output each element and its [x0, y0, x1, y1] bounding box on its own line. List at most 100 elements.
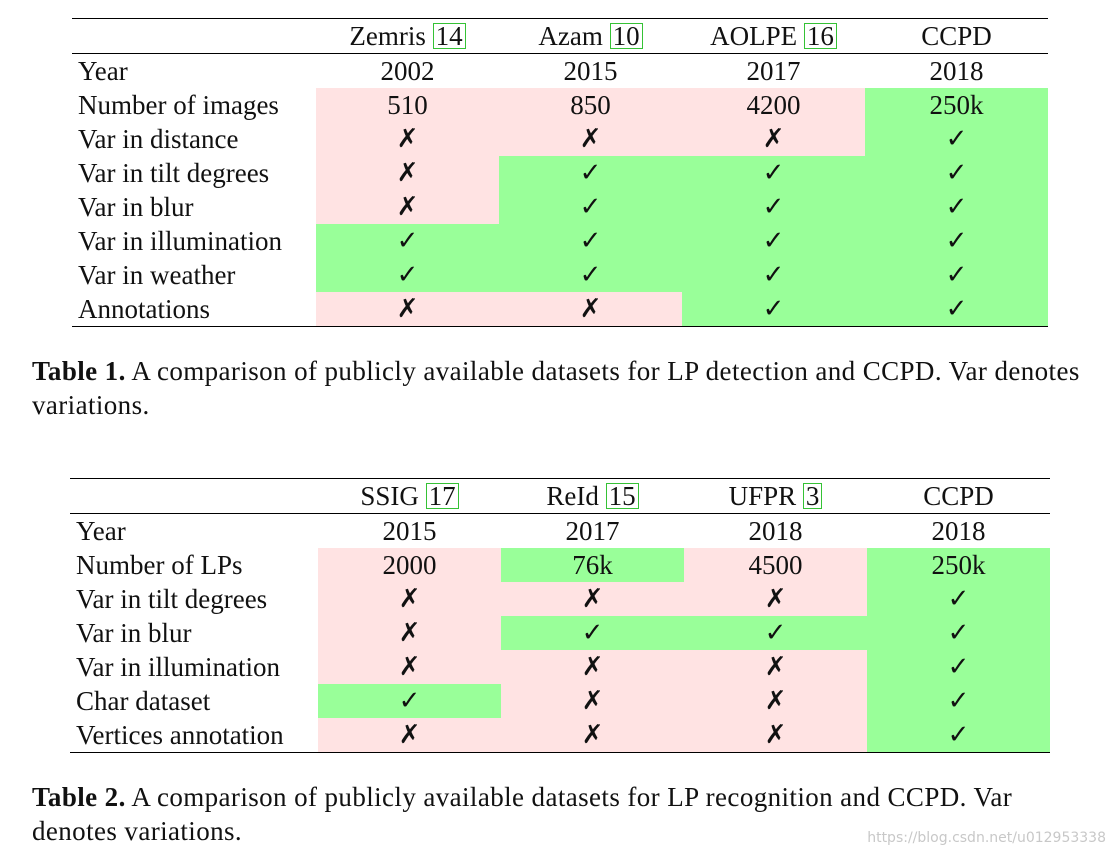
cross-icon: ✗: [316, 156, 499, 190]
column-header-name: CCPD: [921, 21, 992, 51]
check-icon: ✓: [499, 190, 682, 224]
table-1-caption: Table 1. A comparison of publicly availa…: [32, 354, 1092, 422]
column-header: SSIG 17: [318, 478, 501, 514]
table-row: Var in weather ✓ ✓ ✓ ✓: [72, 258, 1048, 292]
row-label: Number of images: [78, 90, 279, 120]
cross-icon: ✗: [501, 582, 684, 616]
check-icon: ✓: [867, 684, 1050, 718]
table-row: Number of images 510 850 4200 250k: [72, 88, 1048, 122]
table-row: Number of LPs 2000 76k 4500 250k: [70, 548, 1050, 582]
check-icon: ✓: [499, 224, 682, 258]
table-2-body: Year 2015 2017 2018 2018 Number of LPs 2000 76k…: [70, 514, 1050, 753]
check-icon: ✓: [684, 616, 867, 650]
cross-icon: ✗: [316, 292, 499, 327]
cross-icon: ✗: [318, 616, 501, 650]
table-cell: 2015: [382, 516, 437, 546]
check-icon: ✓: [867, 650, 1050, 684]
check-icon: ✓: [682, 258, 865, 292]
cross-icon: ✗: [318, 582, 501, 616]
table-2-header-row: SSIG 17 ReId 15 UFPR 3 CCPD: [70, 478, 1050, 514]
table-cell: 2002: [380, 56, 435, 86]
row-label: Var in tilt degrees: [76, 584, 268, 614]
table-2: SSIG 17 ReId 15 UFPR 3 CCPD Year 2015 2017 201…: [70, 478, 1050, 753]
table-cell: 2015: [563, 56, 618, 86]
table-2-caption-label: Table 2.: [32, 782, 126, 812]
column-header: Zemris 14: [316, 18, 499, 54]
cross-icon: ✗: [684, 582, 867, 616]
row-label: Var in blur: [78, 192, 194, 222]
table-2-caption-text: A comparison of publicly available datas…: [32, 782, 1013, 846]
table-cell: 4200: [682, 88, 865, 122]
citation-link[interactable]: 16: [803, 23, 837, 50]
column-header: UFPR 3: [684, 478, 867, 514]
check-icon: ✓: [316, 258, 499, 292]
column-header: CCPD: [865, 18, 1048, 54]
watermark: https://blog.csdn.net/u012953338: [867, 830, 1106, 846]
table-cell: 510: [316, 88, 499, 122]
table-row: Year 2015 2017 2018 2018: [70, 514, 1050, 549]
check-icon: ✓: [867, 616, 1050, 650]
check-icon: ✓: [318, 684, 501, 718]
check-icon: ✓: [682, 156, 865, 190]
check-icon: ✓: [682, 292, 865, 327]
check-icon: ✓: [865, 292, 1048, 327]
table-row: Var in tilt degrees ✗ ✗ ✗ ✓: [70, 582, 1050, 616]
check-icon: ✓: [865, 156, 1048, 190]
row-label: Var in blur: [76, 618, 192, 648]
table-cell: 2000: [318, 548, 501, 582]
check-icon: ✓: [316, 224, 499, 258]
column-header-name: UFPR: [728, 481, 797, 511]
table-cell: 76k: [501, 548, 684, 582]
table-row: Var in illumination ✓ ✓ ✓ ✓: [72, 224, 1048, 258]
table-row: Var in tilt degrees ✗ ✓ ✓ ✓: [72, 156, 1048, 190]
table-1-caption-label: Table 1.: [32, 356, 126, 386]
citation-link[interactable]: 10: [609, 23, 643, 50]
table-row: Var in blur ✗ ✓ ✓ ✓: [70, 616, 1050, 650]
table-cell: 2017: [565, 516, 620, 546]
cross-icon: ✗: [501, 718, 684, 753]
column-header: CCPD: [867, 478, 1050, 514]
row-label: Year: [76, 516, 126, 546]
column-header-name: SSIG: [360, 481, 419, 511]
table-cell: 4500: [684, 548, 867, 582]
row-label: Var in weather: [78, 260, 236, 290]
table-row: Annotations ✗ ✗ ✓ ✓: [72, 292, 1048, 327]
cross-icon: ✗: [318, 650, 501, 684]
citation-link[interactable]: 14: [432, 23, 466, 50]
table-1-body: Year 2002 2015 2017 2018 Number of images 510 8…: [72, 54, 1048, 327]
table-cell: 250k: [865, 88, 1048, 122]
table-row: Vertices annotation ✗ ✗ ✗ ✓: [70, 718, 1050, 753]
row-label: Var in tilt degrees: [78, 158, 270, 188]
cross-icon: ✗: [501, 650, 684, 684]
row-label: Var in distance: [78, 124, 239, 154]
table-row: Var in distance ✗ ✗ ✗ ✓: [72, 122, 1048, 156]
row-label: Var in illumination: [78, 226, 282, 256]
check-icon: ✓: [865, 224, 1048, 258]
cross-icon: ✗: [318, 718, 501, 753]
table-2-caption: Table 2. A comparison of publicly availa…: [32, 780, 1092, 848]
check-icon: ✓: [865, 190, 1048, 224]
row-label: Var in illumination: [76, 652, 280, 682]
column-header-name: Azam: [538, 21, 603, 51]
check-icon: ✓: [682, 224, 865, 258]
header-corner: [72, 18, 316, 54]
cross-icon: ✗: [499, 292, 682, 327]
check-icon: ✓: [682, 190, 865, 224]
cross-icon: ✗: [684, 650, 867, 684]
check-icon: ✓: [865, 122, 1048, 156]
citation-link[interactable]: 3: [802, 483, 823, 510]
citation-link[interactable]: 17: [425, 483, 459, 510]
citation-link[interactable]: 15: [605, 483, 639, 510]
cross-icon: ✗: [501, 684, 684, 718]
column-header: AOLPE 16: [682, 18, 865, 54]
cross-icon: ✗: [682, 122, 865, 156]
table-1-header-row: Zemris 14 Azam 10 AOLPE 16 CCPD: [72, 18, 1048, 54]
column-header-name: CCPD: [923, 481, 994, 511]
check-icon: ✓: [867, 718, 1050, 753]
header-corner: [70, 478, 318, 514]
check-icon: ✓: [867, 582, 1050, 616]
row-label: Annotations: [72, 292, 316, 327]
cross-icon: ✗: [684, 718, 867, 753]
column-header: ReId 15: [501, 478, 684, 514]
column-header-name: Zemris: [349, 21, 426, 51]
